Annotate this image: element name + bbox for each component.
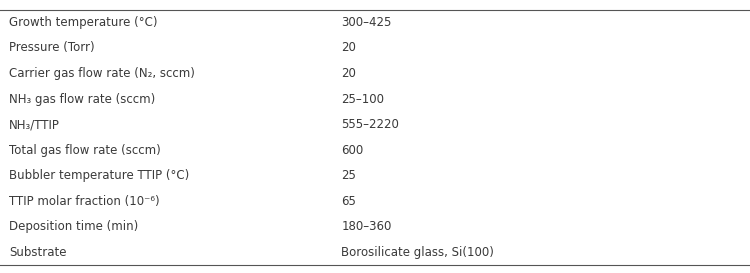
Text: 180–360: 180–360	[341, 221, 392, 233]
Text: Carrier gas flow rate (N₂, sccm): Carrier gas flow rate (N₂, sccm)	[9, 67, 195, 80]
Text: 25–100: 25–100	[341, 93, 384, 106]
Text: Pressure (Torr): Pressure (Torr)	[9, 41, 94, 54]
Text: 300–425: 300–425	[341, 16, 392, 29]
Text: NH₃/TTIP: NH₃/TTIP	[9, 118, 60, 131]
Text: 20: 20	[341, 67, 356, 80]
Text: Bubbler temperature TTIP (°C): Bubbler temperature TTIP (°C)	[9, 169, 189, 182]
Text: Growth temperature (°C): Growth temperature (°C)	[9, 16, 158, 29]
Text: Substrate: Substrate	[9, 246, 67, 259]
Text: 600: 600	[341, 144, 364, 157]
Text: 20: 20	[341, 41, 356, 54]
Text: Borosilicate glass, Si(100): Borosilicate glass, Si(100)	[341, 246, 494, 259]
Text: 25: 25	[341, 169, 356, 182]
Text: 65: 65	[341, 195, 356, 208]
Text: 555–2220: 555–2220	[341, 118, 399, 131]
Text: Deposition time (min): Deposition time (min)	[9, 221, 138, 233]
Text: TTIP molar fraction (10⁻⁶): TTIP molar fraction (10⁻⁶)	[9, 195, 160, 208]
Text: NH₃ gas flow rate (sccm): NH₃ gas flow rate (sccm)	[9, 93, 155, 106]
Text: Total gas flow rate (sccm): Total gas flow rate (sccm)	[9, 144, 160, 157]
